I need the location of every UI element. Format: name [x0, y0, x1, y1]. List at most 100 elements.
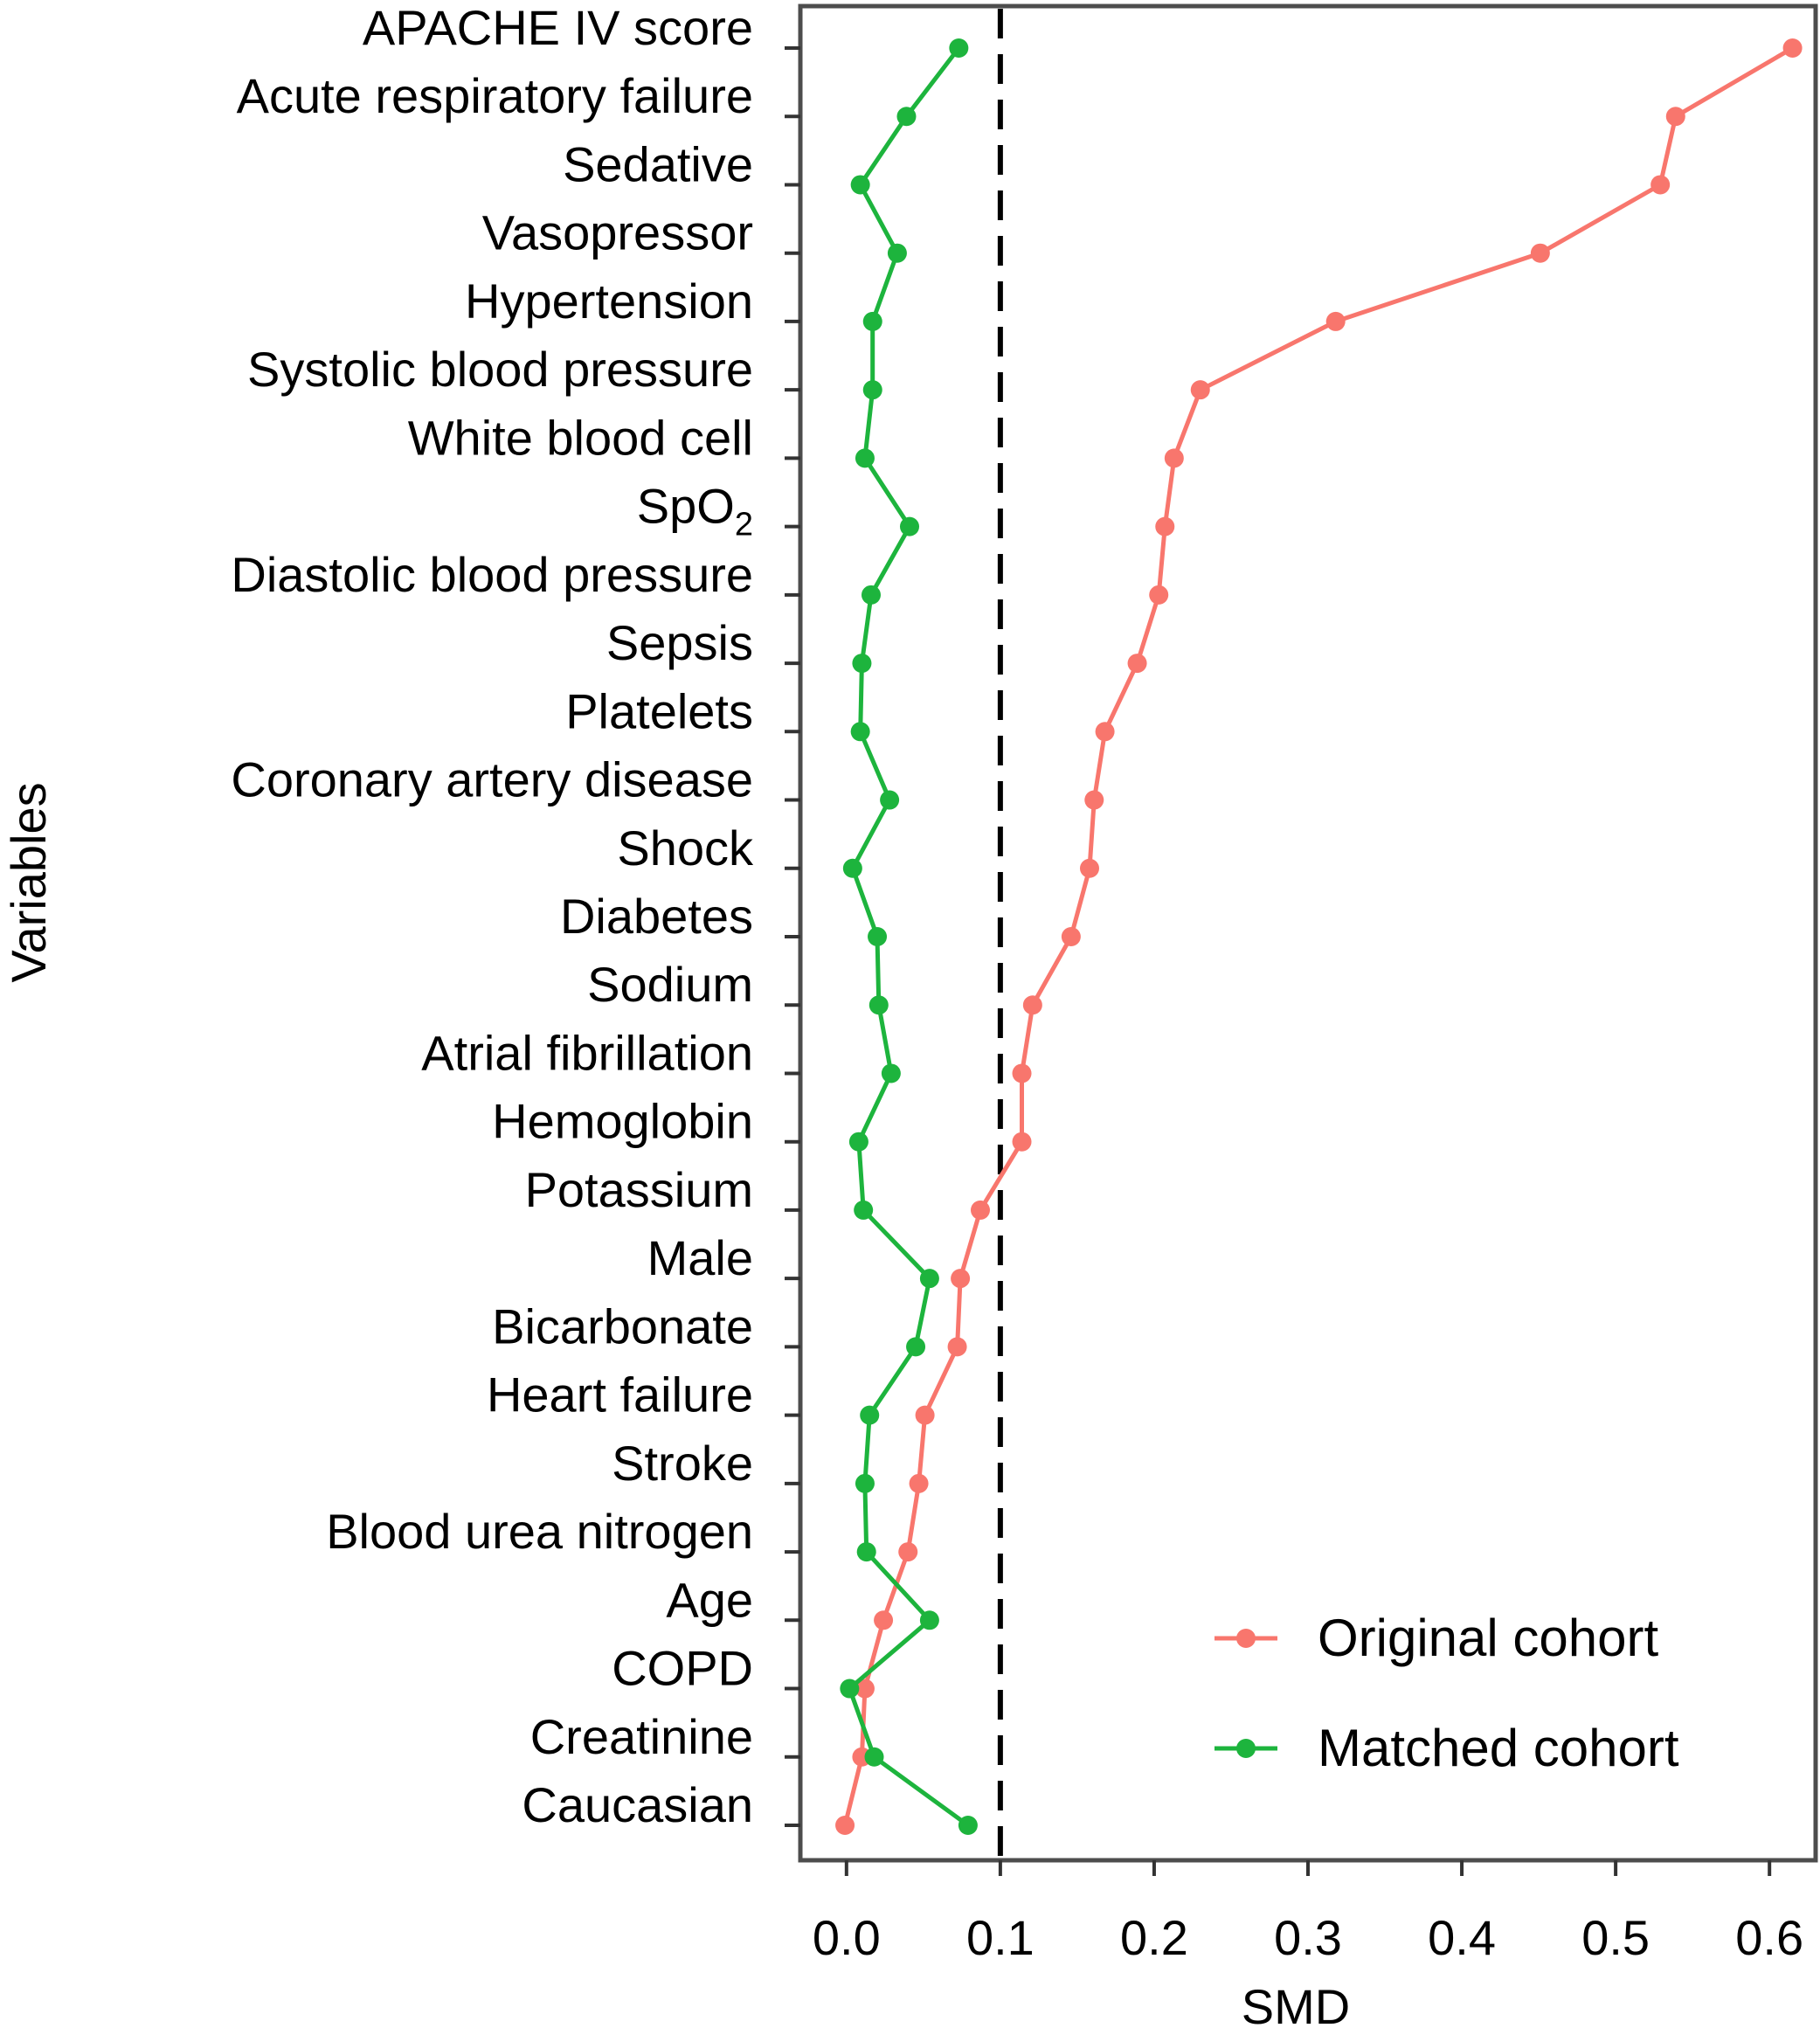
data-point [970, 1200, 990, 1220]
data-point [1325, 311, 1346, 331]
data-point [887, 243, 907, 263]
data-point [906, 1337, 926, 1357]
data-point [1084, 790, 1104, 810]
y-tick-label: Bicarbonate [492, 1298, 753, 1353]
data-point [856, 1542, 876, 1562]
data-point [855, 448, 875, 468]
y-tick-label: White blood cell [408, 410, 753, 465]
series-layer [835, 38, 1803, 1835]
data-point [868, 995, 889, 1015]
y-tick-label: Diabetes [560, 889, 753, 944]
data-point [861, 585, 881, 605]
legend-key-point [1236, 1629, 1256, 1648]
legend-label: Matched cohort [1318, 1719, 1679, 1777]
y-tick-label: Diastolic blood pressure [231, 547, 753, 602]
y-tick-label: Hemoglobin [492, 1094, 753, 1149]
data-point [951, 1269, 971, 1289]
data-point [1095, 722, 1115, 742]
x-tick-label: 0.1 [966, 1910, 1035, 1965]
data-point [1530, 243, 1550, 263]
y-tick-label: Age [666, 1572, 753, 1627]
x-axis-title: SMD [1242, 1979, 1350, 2031]
data-point [1190, 380, 1210, 400]
series-1 [840, 38, 978, 1835]
data-point [909, 1473, 929, 1493]
data-point [850, 175, 870, 195]
data-point [1149, 585, 1169, 605]
data-point [919, 1269, 939, 1289]
y-tick-label: Shock [617, 820, 754, 876]
y-tick-label: Caucasian [522, 1777, 753, 1832]
x-tick-label: 0.4 [1428, 1910, 1496, 1965]
data-point [854, 1200, 874, 1220]
x-tick-label: 0.5 [1581, 1910, 1650, 1965]
y-tick-label: Sepsis [606, 615, 753, 670]
data-point [881, 1063, 901, 1083]
data-point [915, 1405, 935, 1425]
y-tick-label: APACHE IV score [363, 0, 753, 55]
x-tick-label: 0.2 [1120, 1910, 1188, 1965]
data-point [1012, 1063, 1032, 1083]
data-point [1012, 1132, 1032, 1152]
data-point [880, 790, 900, 810]
data-point [842, 858, 862, 878]
y-tick-label: SpO2 [637, 479, 753, 543]
y-tick-label: Atrial fibrillation [421, 1025, 753, 1080]
legend: Original cohort Matched cohort [1214, 1609, 1679, 1777]
y-tick-label: Platelets [565, 683, 753, 738]
data-point [840, 1679, 860, 1699]
data-point [1061, 927, 1081, 946]
y-tick-label: Systolic blood pressure [247, 342, 753, 397]
x-axis: 0.0 0.1 0.2 0.3 0.4 0.5 0.6 [813, 1860, 1803, 1965]
y-tick-label: Sedative [563, 136, 753, 191]
legend-key-point [1236, 1739, 1256, 1758]
data-point [855, 1679, 875, 1699]
data-point [1155, 516, 1175, 536]
data-point [1164, 448, 1184, 468]
data-point [862, 311, 882, 331]
data-point [835, 1816, 855, 1835]
y-tick-label: Vasopressor [482, 205, 753, 260]
data-point [1782, 38, 1803, 58]
y-tick-label: COPD [612, 1641, 753, 1696]
data-point [852, 654, 872, 674]
data-point [896, 107, 917, 127]
y-tick-label: Hypertension [465, 273, 753, 329]
data-point [958, 1816, 978, 1835]
y-tick-label: Acute respiratory failure [237, 68, 753, 123]
data-point [1665, 107, 1685, 127]
series-0 [835, 38, 1803, 1835]
y-tick-label: Heart failure [487, 1367, 753, 1422]
data-point [848, 1132, 868, 1152]
data-point [949, 38, 969, 58]
y-tick-label: Stroke [612, 1436, 753, 1491]
plot-panel-border [798, 3, 1818, 1863]
data-point [874, 1610, 894, 1630]
data-point [900, 516, 920, 536]
data-point [862, 380, 882, 400]
x-tick-label: 0.0 [813, 1910, 881, 1965]
series-line [842, 45, 1794, 1826]
x-tick-label: 0.3 [1274, 1910, 1342, 1965]
data-point [860, 1405, 880, 1425]
data-point [898, 1542, 918, 1562]
data-point [919, 1610, 939, 1630]
x-tick-label: 0.6 [1735, 1910, 1803, 1965]
data-point [855, 1473, 875, 1493]
data-point [868, 927, 888, 946]
y-tick-label: Potassium [525, 1162, 753, 1217]
data-point [1079, 858, 1099, 878]
y-tick-label: Coronary artery disease [231, 752, 753, 807]
data-point [850, 722, 870, 742]
data-point [1022, 995, 1042, 1015]
legend-label: Original cohort [1318, 1609, 1659, 1667]
y-tick-label: Blood urea nitrogen [326, 1504, 753, 1559]
y-tick-label: Creatinine [530, 1709, 753, 1764]
data-point [1127, 654, 1147, 674]
data-point [1650, 175, 1671, 195]
data-point [864, 1747, 884, 1767]
y-tick-label: Sodium [587, 957, 753, 1012]
y-tick-label: Male [647, 1230, 753, 1285]
